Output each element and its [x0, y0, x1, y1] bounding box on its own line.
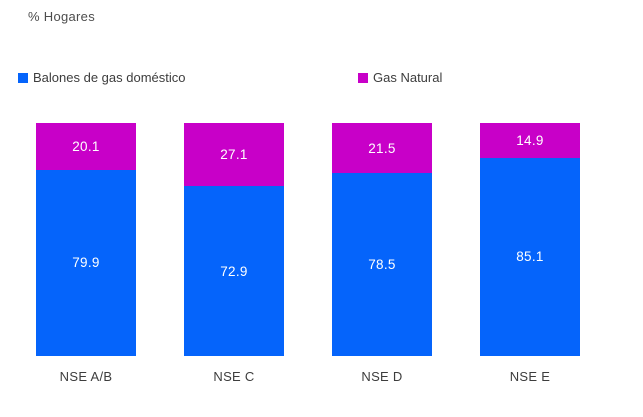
- legend-item-balones-gas[interactable]: Balones de gas doméstico: [18, 70, 185, 85]
- bar-segment[interactable]: 27.1: [184, 123, 284, 187]
- chart-title: % Hogares: [28, 9, 96, 24]
- bar-segment[interactable]: 21.5: [332, 123, 432, 174]
- bar-value-label: 27.1: [220, 147, 248, 163]
- bar-column: 14.9 85.1: [480, 123, 580, 356]
- legend-item-gas-natural[interactable]: Gas Natural: [358, 70, 442, 85]
- bar-segment[interactable]: 78.5: [332, 173, 432, 356]
- legend-label-balones: Balones de gas doméstico: [33, 70, 186, 85]
- bar-segment[interactable]: 14.9: [480, 123, 580, 158]
- bar-value-label: 85.1: [516, 249, 544, 265]
- bar-value-label: 14.9: [516, 132, 544, 148]
- x-axis-label: NSE C: [213, 369, 255, 384]
- bar-segment[interactable]: 72.9: [184, 186, 284, 356]
- legend-swatch-magenta-icon: [358, 72, 368, 83]
- bar-value-label: 78.5: [368, 257, 396, 273]
- x-axis-label: NSE E: [509, 369, 551, 384]
- x-axis-label: NSE D: [361, 369, 403, 384]
- bar-value-label: 20.1: [72, 138, 100, 154]
- bar-value-label: 72.9: [220, 263, 248, 279]
- bar-column: 20.1 79.9: [36, 123, 136, 356]
- legend-swatch-blue-icon: [18, 72, 28, 83]
- bar-segment[interactable]: 20.1: [36, 123, 136, 170]
- bar-column: 27.1 72.9: [184, 123, 284, 356]
- bar-column: 21.5 78.5: [332, 123, 432, 356]
- bar-value-label: 21.5: [368, 140, 396, 156]
- legend-label-gas-natural: Gas Natural: [373, 70, 443, 85]
- x-axis-label: NSE A/B: [59, 369, 113, 384]
- bar-value-label: 79.9: [72, 255, 100, 271]
- bar-segment[interactable]: 79.9: [36, 169, 136, 356]
- bar-segment[interactable]: 85.1: [480, 157, 580, 356]
